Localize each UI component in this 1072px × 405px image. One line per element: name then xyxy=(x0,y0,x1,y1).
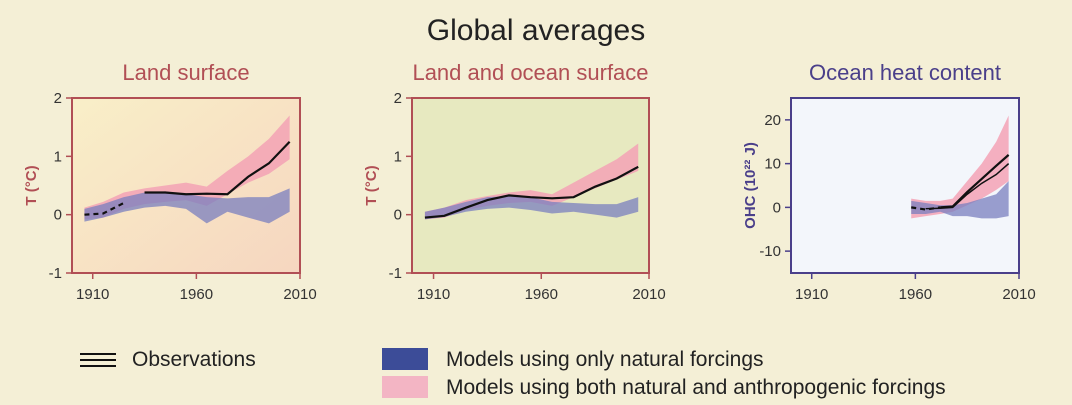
x-tick-label: 2010 xyxy=(283,286,316,303)
y-tick-label: 0 xyxy=(54,207,62,224)
y-tick-label: 1 xyxy=(54,148,62,165)
x-tick-label: 2010 xyxy=(1002,286,1035,303)
x-tick-label: 1910 xyxy=(795,286,828,303)
legend-natural: Models using only natural forcings xyxy=(446,348,764,371)
observations-legend-icon xyxy=(80,353,116,367)
legend-observations: Observations xyxy=(132,348,256,371)
chart-panel-2: Ocean heat content -10 0 10 20 1910 1960 2010 OH… xyxy=(742,60,1036,303)
legend-both: Models using both natural and anthropoge… xyxy=(446,376,946,399)
chart-panel-1: Land and ocean surface -1 0 1 2 1910 1960 2010 T… xyxy=(363,60,666,303)
x-tick-label: 1910 xyxy=(417,286,450,303)
y-tick-label: -1 xyxy=(49,265,62,282)
y-axis-label: T (°C) xyxy=(23,165,40,205)
x-tick-label: 1960 xyxy=(899,286,932,303)
y-tick-label: 2 xyxy=(54,90,62,107)
natural-forcing-band xyxy=(424,196,639,220)
main-title: Global averages xyxy=(426,14,646,47)
y-axis-label: T (°C) xyxy=(363,165,380,205)
observation-line xyxy=(144,140,291,196)
observation-line xyxy=(940,154,1010,209)
y-tick-label: -1 xyxy=(389,265,402,282)
y-tick-label: 10 xyxy=(764,156,781,173)
observation-line xyxy=(424,165,639,219)
x-tick-label: 2010 xyxy=(632,286,665,303)
y-tick-label: 0 xyxy=(773,199,781,216)
chart-title: Land and ocean surface xyxy=(412,60,648,85)
y-tick-label: 0 xyxy=(394,207,402,224)
plot-frame xyxy=(790,97,1020,274)
x-tick-label: 1910 xyxy=(76,286,109,303)
natural-forcing-band xyxy=(84,188,290,224)
x-tick-label: 1960 xyxy=(180,286,213,303)
anthropogenic-forcing-band xyxy=(84,115,290,220)
legend-anthropogenic-swatch xyxy=(382,376,428,398)
chart-title: Land surface xyxy=(122,60,249,85)
y-tick-label: 2 xyxy=(394,90,402,107)
chart-panel-0: Land surface -1 0 1 2 1910 1960 2010 T (°C) xyxy=(23,60,317,303)
plot-frame xyxy=(411,97,650,274)
y-tick-label: -10 xyxy=(759,243,781,260)
plot-background xyxy=(412,98,649,273)
observation-line xyxy=(925,163,1010,210)
y-tick-label: 1 xyxy=(394,148,402,165)
x-tick-label: 1960 xyxy=(525,286,558,303)
y-tick-label: 20 xyxy=(764,112,781,129)
y-axis-label: OHC (10²² J) xyxy=(742,142,759,229)
observation-line-dashed xyxy=(84,202,125,216)
observation-line-dashed xyxy=(911,206,941,211)
chart-title: Ocean heat content xyxy=(809,60,1001,85)
legend-natural-swatch xyxy=(382,348,428,370)
anthropogenic-forcing-band xyxy=(911,115,1009,219)
plot-frame xyxy=(71,97,301,274)
